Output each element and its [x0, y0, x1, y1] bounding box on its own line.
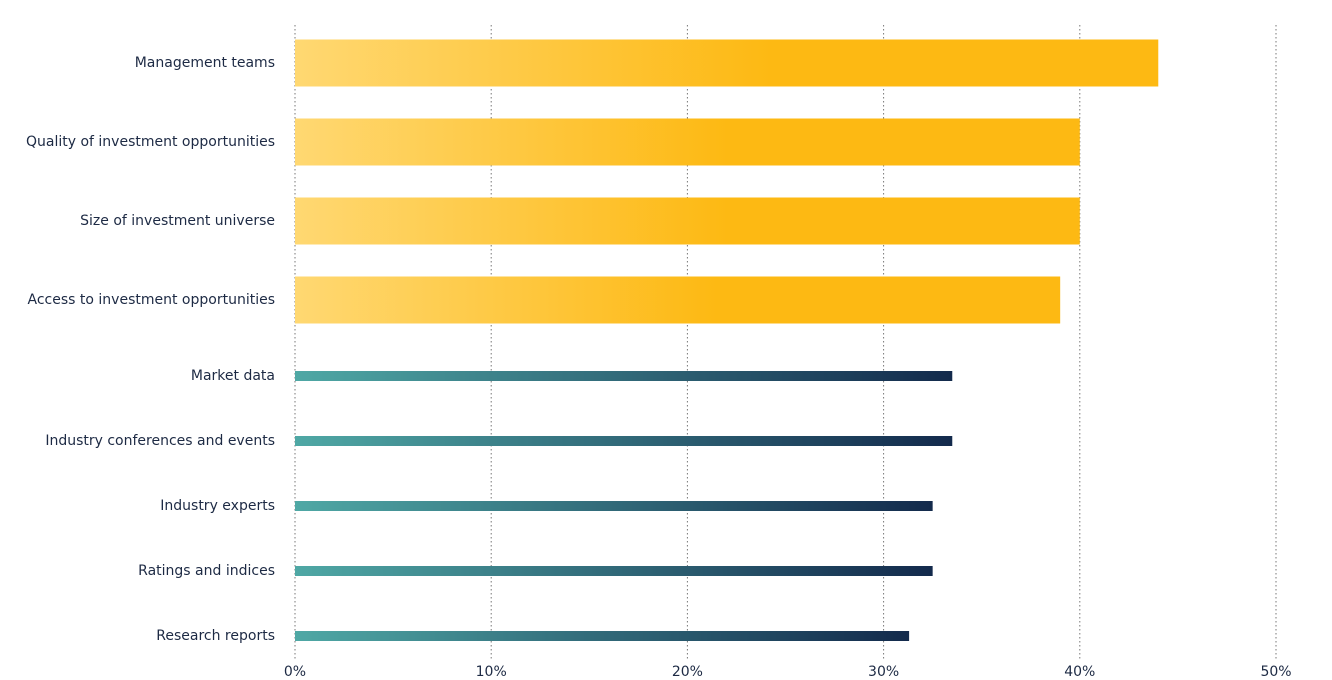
y-tick-label: Size of investment universe — [80, 213, 275, 229]
y-tick-label: Industry conferences and events — [45, 433, 275, 449]
y-tick-label: Industry experts — [160, 498, 275, 514]
x-tick-label: 30% — [868, 664, 899, 680]
x-tick-label: 40% — [1064, 664, 1095, 680]
x-tick-label: 10% — [476, 664, 507, 680]
y-tick-label: Management teams — [135, 55, 275, 71]
y-tick-label: Ratings and indices — [138, 563, 275, 579]
x-tick-label: 20% — [672, 664, 703, 680]
x-tick-label: 0% — [284, 664, 306, 680]
bar — [295, 436, 953, 446]
bar — [295, 197, 1080, 245]
y-tick-label: Research reports — [156, 628, 275, 644]
bar — [295, 39, 1159, 87]
bar — [295, 371, 953, 381]
y-tick-label: Market data — [191, 368, 275, 384]
bar — [295, 501, 933, 511]
bar — [295, 276, 1061, 324]
bar — [295, 118, 1080, 166]
y-tick-label: Quality of investment opportunities — [26, 134, 275, 150]
y-tick-label: Access to investment opportunities — [28, 292, 275, 308]
bar — [295, 631, 910, 641]
x-tick-label: 50% — [1260, 664, 1291, 680]
bar — [295, 566, 933, 576]
